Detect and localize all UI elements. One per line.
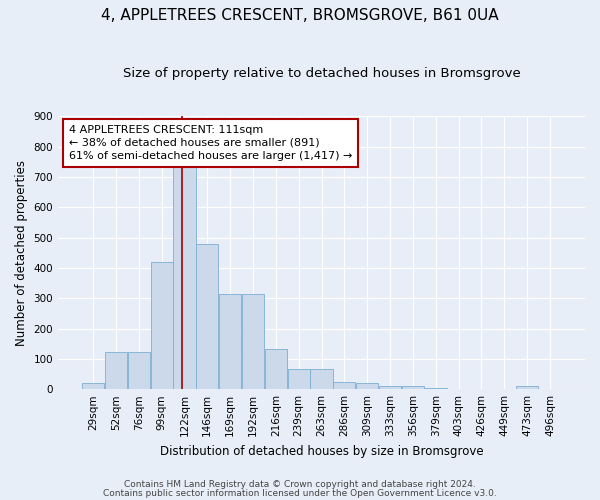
Title: Size of property relative to detached houses in Bromsgrove: Size of property relative to detached ho… bbox=[122, 68, 520, 80]
Bar bbox=[402, 386, 424, 389]
Bar bbox=[128, 352, 150, 389]
Bar bbox=[287, 370, 310, 389]
Bar bbox=[173, 166, 196, 389]
Bar bbox=[196, 244, 218, 389]
Bar bbox=[242, 294, 264, 389]
Bar bbox=[219, 294, 241, 389]
Text: 4 APPLETREES CRESCENT: 111sqm
← 38% of detached houses are smaller (891)
61% of : 4 APPLETREES CRESCENT: 111sqm ← 38% of d… bbox=[68, 124, 352, 161]
Y-axis label: Number of detached properties: Number of detached properties bbox=[15, 160, 28, 346]
Text: Contains HM Land Registry data © Crown copyright and database right 2024.: Contains HM Land Registry data © Crown c… bbox=[124, 480, 476, 489]
Text: 4, APPLETREES CRESCENT, BROMSGROVE, B61 0UA: 4, APPLETREES CRESCENT, BROMSGROVE, B61 … bbox=[101, 8, 499, 22]
Text: Contains public sector information licensed under the Open Government Licence v3: Contains public sector information licen… bbox=[103, 489, 497, 498]
X-axis label: Distribution of detached houses by size in Bromsgrove: Distribution of detached houses by size … bbox=[160, 444, 484, 458]
Bar bbox=[516, 386, 538, 389]
Bar bbox=[82, 383, 104, 389]
Bar bbox=[333, 382, 355, 389]
Bar bbox=[151, 262, 173, 389]
Bar bbox=[265, 349, 287, 389]
Bar bbox=[105, 352, 127, 389]
Bar bbox=[356, 383, 378, 389]
Bar bbox=[379, 386, 401, 389]
Bar bbox=[310, 370, 332, 389]
Bar bbox=[425, 388, 447, 389]
